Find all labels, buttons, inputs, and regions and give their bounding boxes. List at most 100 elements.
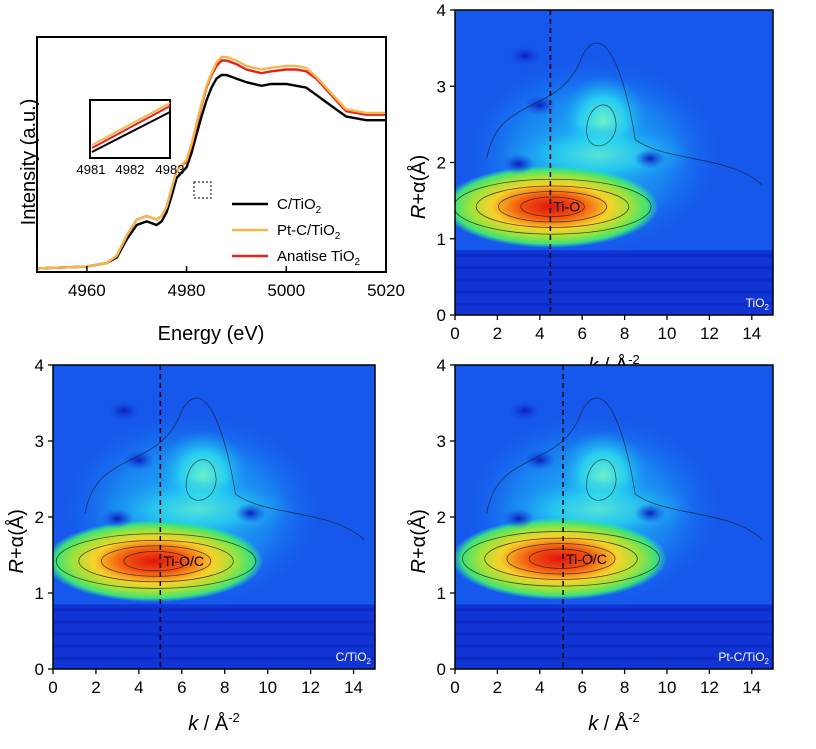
xanes-series-group bbox=[37, 55, 386, 270]
x-tick-label: 10 bbox=[658, 678, 677, 697]
wt-stripe bbox=[455, 302, 773, 306]
wt-stripe bbox=[455, 632, 773, 636]
wt-dark-spot bbox=[234, 503, 267, 524]
wt-y-axis-label: R+α(Å) bbox=[5, 509, 28, 573]
x-tick-label: 0 bbox=[450, 678, 459, 697]
series-line-0 bbox=[37, 73, 386, 270]
wt-main-peak bbox=[455, 165, 659, 248]
x-tick-label: 10 bbox=[658, 324, 677, 343]
zoom-region-marker bbox=[193, 181, 212, 199]
y-tick-label: 0 bbox=[35, 660, 44, 679]
wt-stripe bbox=[455, 278, 773, 282]
legend-label-anatase: Anatise TiO2 bbox=[277, 248, 361, 268]
y-tick-label: 1 bbox=[35, 584, 44, 603]
x-tick-label: 8 bbox=[620, 678, 629, 697]
x-tick-label: 12 bbox=[700, 678, 719, 697]
x-tick-label: 12 bbox=[301, 678, 320, 697]
wt-stripe bbox=[455, 656, 773, 660]
xanes-x-ticks: 4960 4980 5000 5020 bbox=[68, 266, 405, 300]
x-tick-label: 6 bbox=[577, 678, 586, 697]
x-tick-label: 4960 bbox=[68, 281, 106, 300]
wt-main-peak bbox=[53, 520, 264, 603]
panel-label: C/TiO2 bbox=[336, 650, 372, 666]
xanes-frame bbox=[36, 36, 387, 273]
x-tick-label: 14 bbox=[742, 324, 761, 343]
x-tick-label: 6 bbox=[177, 678, 186, 697]
wt-contour bbox=[486, 42, 763, 186]
x-tick-label: 5020 bbox=[367, 281, 405, 300]
xanes-x-axis-label: Energy (eV) bbox=[158, 323, 265, 345]
xanes-panel: 4960 4980 5000 5020 Energy (eV) Intensity (… bbox=[18, 36, 405, 345]
wt-contour bbox=[55, 533, 257, 589]
inset-line-c-tio2 bbox=[91, 111, 171, 153]
wt-image bbox=[455, 365, 773, 669]
wt-contour bbox=[84, 397, 365, 541]
y-tick-label: 3 bbox=[35, 432, 44, 451]
wt-panel-tio2: Ti-OTiO20246810121401234k / Å-2R+α(Å) bbox=[407, 1, 774, 377]
wt-contour bbox=[506, 543, 616, 575]
x-tick-label: 5000 bbox=[267, 281, 305, 300]
y-tick-label: 3 bbox=[437, 432, 446, 451]
x-tick-label: 12 bbox=[700, 324, 719, 343]
wt-contour bbox=[528, 548, 594, 569]
wt-image bbox=[53, 365, 375, 669]
x-tick-label: 8 bbox=[220, 678, 229, 697]
wt-image bbox=[455, 10, 773, 315]
wt-stripe bbox=[455, 254, 773, 257]
x-tick-label: 4 bbox=[535, 678, 544, 697]
legend-label-pt-c-tio2: Pt-C/TiO2 bbox=[277, 222, 341, 242]
peak-label: Ti-O/C bbox=[566, 551, 607, 567]
wt-dark-spot bbox=[523, 95, 556, 116]
wt-x-axis-label: k / Å-2 bbox=[588, 710, 640, 735]
wt-contour bbox=[486, 397, 763, 541]
y-tick-label: 2 bbox=[437, 508, 446, 527]
x-tick-label: 10 bbox=[258, 678, 277, 697]
xanes-legend: C/TiO2 Pt-C/TiO2 Anatise TiO2 bbox=[232, 196, 361, 268]
wt-stripe bbox=[53, 632, 375, 636]
wt-contour bbox=[462, 531, 660, 587]
wt-stripe bbox=[455, 644, 773, 648]
legend-label-c-tio2: C/TiO2 bbox=[277, 196, 322, 216]
y-tick-label: 2 bbox=[437, 154, 446, 173]
y-tick-label: 4 bbox=[437, 1, 446, 20]
panel-label: Pt-C/TiO2 bbox=[718, 650, 769, 666]
y-tick-label: 1 bbox=[437, 230, 446, 249]
wt-contour bbox=[123, 550, 189, 572]
inset-tick-label: 4981 bbox=[77, 162, 106, 177]
wt-dark-spot bbox=[502, 508, 535, 529]
y-tick-label: 4 bbox=[437, 356, 446, 375]
inset-tick-label: 4983 bbox=[156, 162, 185, 177]
xanes-y-axis-label: Intensity (a.u.) bbox=[18, 99, 40, 226]
wt-stripe bbox=[455, 266, 773, 270]
y-tick-label: 0 bbox=[437, 660, 446, 679]
x-tick-label: 4980 bbox=[168, 281, 206, 300]
wt-dark-spot bbox=[508, 400, 541, 421]
wt-contour bbox=[455, 178, 652, 235]
wt-main-peak bbox=[455, 517, 667, 600]
wt-dark-spot bbox=[634, 503, 667, 524]
wt-dark-spot bbox=[508, 45, 541, 66]
wt-contour bbox=[475, 185, 630, 228]
wt-contour bbox=[520, 196, 585, 217]
wt-y-axis-label: R+α(Å) bbox=[407, 155, 430, 219]
wt-stripe bbox=[53, 644, 375, 648]
y-tick-label: 0 bbox=[437, 306, 446, 325]
wt-stripe bbox=[455, 290, 773, 294]
xanes-inset: 4981 4982 4983 bbox=[77, 99, 212, 199]
y-tick-label: 1 bbox=[437, 584, 446, 603]
x-tick-label: 8 bbox=[620, 324, 629, 343]
wt-contour bbox=[185, 459, 217, 501]
x-tick-label: 14 bbox=[344, 678, 363, 697]
wt-stripe bbox=[455, 620, 773, 624]
y-tick-label: 4 bbox=[35, 356, 44, 375]
wt-stripe bbox=[53, 620, 375, 624]
x-tick-label: 0 bbox=[450, 324, 459, 343]
series-line-1 bbox=[37, 55, 386, 270]
x-tick-label: 6 bbox=[577, 324, 586, 343]
x-tick-label: 0 bbox=[48, 678, 57, 697]
wt-dark-spot bbox=[502, 154, 535, 175]
wt-contour bbox=[586, 104, 617, 147]
